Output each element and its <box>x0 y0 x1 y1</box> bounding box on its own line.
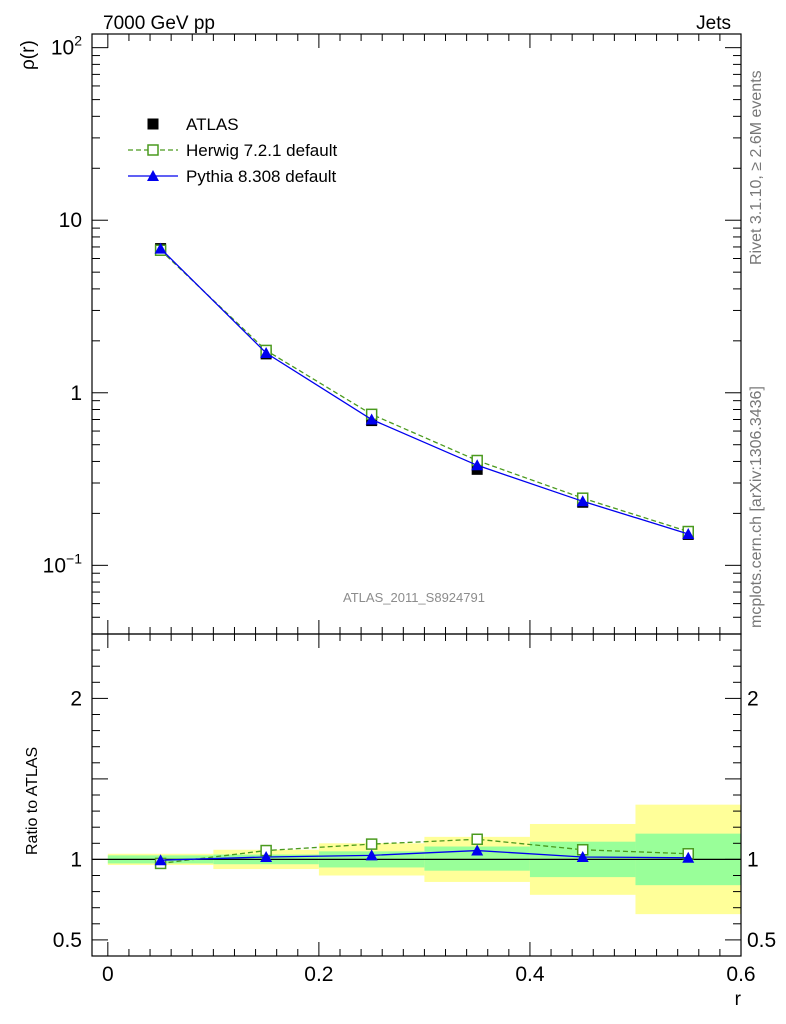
pythia-point-1 <box>260 347 273 359</box>
main-axes: 10−1 1 10 102 <box>43 33 742 635</box>
x-tick-label: 0 <box>102 963 114 986</box>
y-tick-label: 1 <box>747 848 759 871</box>
herwig-ratio-point-3 <box>471 833 483 846</box>
y-tick-label: 102 <box>51 33 82 60</box>
y-tick-label: 2 <box>70 687 82 710</box>
legend-label-0: ATLAS <box>186 115 239 134</box>
y-tick-label: 0.5 <box>747 929 776 952</box>
herwig-ratio-line <box>160 838 689 865</box>
y-tick-label: 1 <box>70 848 82 871</box>
pythia-point-2 <box>365 413 378 425</box>
pythia-ratio-point-1 <box>260 850 273 862</box>
main-series <box>154 242 695 540</box>
x-tick-label: 0.6 <box>726 963 755 986</box>
pythia-ratio-point-5 <box>682 851 695 863</box>
y-tick-label: 0.5 <box>53 929 82 952</box>
pythia-ratio-point-3 <box>471 844 484 856</box>
pythia-point-3 <box>471 459 484 471</box>
analysis-watermark: ATLAS_2011_S8924791 <box>343 590 485 605</box>
legend-marker-2 <box>147 170 159 181</box>
ratio-series <box>154 833 695 870</box>
pythia-ratio-point-4 <box>576 850 589 862</box>
y-tick-label: 2 <box>747 687 759 710</box>
pythia-point-4 <box>576 495 589 507</box>
herwig-ratio-point-2 <box>365 838 378 850</box>
rivet-label: Rivet 3.1.10, ≥ 2.6M events <box>748 70 765 265</box>
y-tick-label: 10 <box>59 209 82 232</box>
legend-label-2: Pythia 8.308 default <box>186 167 337 186</box>
header-right-title: Jets <box>696 13 731 34</box>
y-tick-label: 10−1 <box>43 550 83 577</box>
legend-marker-0 <box>147 118 159 130</box>
y-tick-label: 1 <box>70 382 82 405</box>
pythia-point-5 <box>682 527 695 539</box>
ratio-y-axis-label: Ratio to ATLAS <box>24 747 41 855</box>
pythia-ratio-point-2 <box>365 849 378 861</box>
main-panel: 10−1 1 10 102 ρ(r) ATLAS_2011_S8924791 ATLA… <box>18 33 742 635</box>
ratio-panel: 0 0.2 0.4 0.6 0.5 0.5 1 1 2 2 Ratio to ATLAS r <box>24 633 776 1010</box>
x-tick-label: 0.4 <box>515 963 545 986</box>
main-y-axis-label: ρ(r) <box>18 40 39 70</box>
x-tick-label: 0.2 <box>304 963 333 986</box>
header-left-title: 7000 GeV pp <box>103 13 215 34</box>
x-axis-label: r <box>735 989 742 1010</box>
legend-marker-1 <box>147 144 159 156</box>
legend-label-1: Herwig 7.2.1 default <box>186 141 337 160</box>
source-label: mcplots.cern.ch [arXiv:1306.3436] <box>748 386 765 628</box>
legend: ATLAS Herwig 7.2.1 default Pythia 8.308 de… <box>128 115 337 186</box>
pythia-line <box>160 248 689 535</box>
herwig-line <box>160 249 689 533</box>
pythia-point-0 <box>154 242 167 254</box>
pythia-ratio-line <box>160 849 689 861</box>
pythia-ratio-point-0 <box>154 854 167 866</box>
